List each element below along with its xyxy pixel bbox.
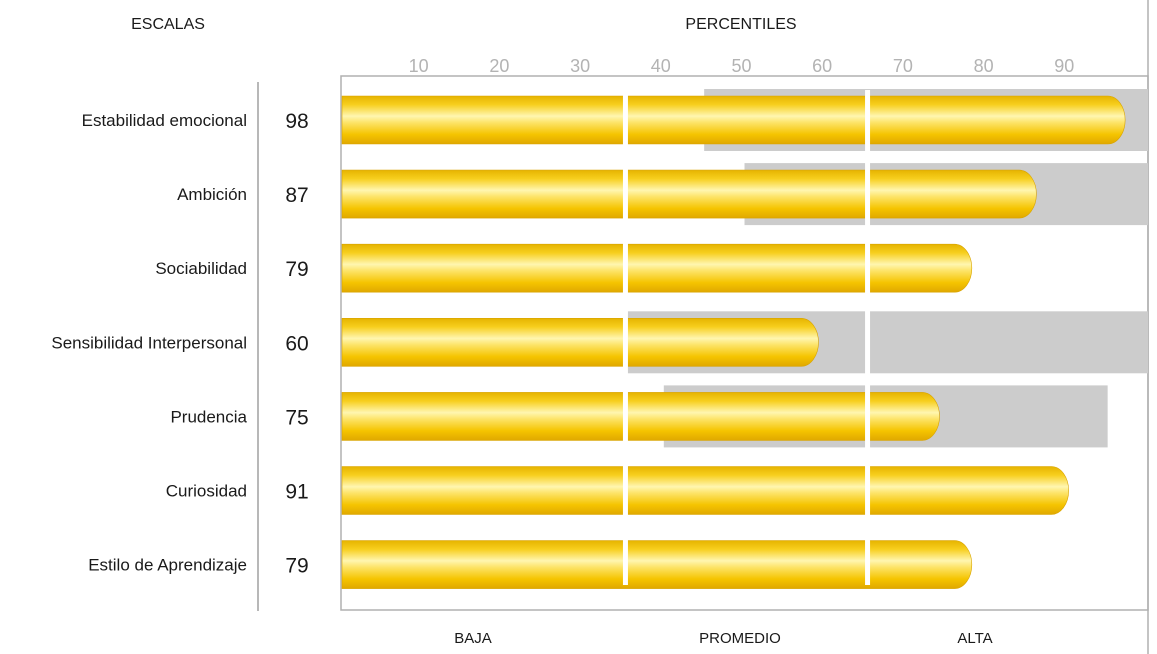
x-tick-label: 60 xyxy=(812,56,832,76)
scale-label: Estilo de Aprendizaje xyxy=(88,556,247,575)
bar xyxy=(341,392,940,441)
score-value: 91 xyxy=(285,481,308,504)
bar xyxy=(341,243,973,293)
scale-label: Sociabilidad xyxy=(155,259,247,278)
x-tick-label: 70 xyxy=(893,56,913,76)
zone-dividers xyxy=(622,90,871,585)
bar xyxy=(341,466,1069,515)
x-tick-label: 20 xyxy=(489,56,509,76)
bar xyxy=(341,540,973,589)
score-value: 79 xyxy=(285,258,308,281)
scale-label: Curiosidad xyxy=(166,482,247,501)
scales-header: ESCALAS xyxy=(131,16,205,33)
x-tick-label: 40 xyxy=(651,56,671,76)
score-value: 60 xyxy=(285,332,308,355)
score-value: 79 xyxy=(285,555,308,578)
score-value: 98 xyxy=(285,110,308,133)
bar xyxy=(341,318,819,367)
x-tick-label: 80 xyxy=(974,56,994,76)
percentiles-header: PERCENTILES xyxy=(685,16,796,33)
x-tick-label: 90 xyxy=(1054,56,1074,76)
bar xyxy=(341,95,1126,145)
scale-label: Prudencia xyxy=(170,407,247,426)
x-tick-label: 10 xyxy=(409,56,429,76)
bars xyxy=(341,95,1126,589)
bar xyxy=(341,169,1037,219)
score-value: 87 xyxy=(285,184,308,207)
zone-label-promedio: PROMEDIO xyxy=(699,630,781,647)
scale-label: Ambición xyxy=(177,185,247,204)
zone-label-baja: BAJA xyxy=(454,630,492,647)
scale-label: Estabilidad emocional xyxy=(82,111,247,130)
scale-labels: Estabilidad emocional Ambición Sociabilida… xyxy=(51,111,247,575)
zone-label-alta: ALTA xyxy=(957,630,992,647)
scale-label: Sensibilidad Interpersonal xyxy=(51,333,247,352)
score-values: 98 87 79 60 75 91 79 xyxy=(285,110,308,578)
x-tick-label: 50 xyxy=(731,56,751,76)
x-tick-label: 30 xyxy=(570,56,590,76)
score-value: 75 xyxy=(285,406,308,429)
x-axis-ticks: 10 20 30 40 50 60 70 80 90 xyxy=(409,56,1075,76)
